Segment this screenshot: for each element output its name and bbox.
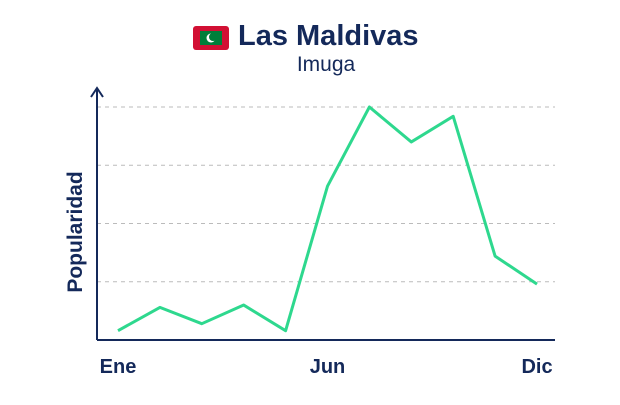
y-axis bbox=[90, 86, 104, 340]
y-axis-label: Popularidad bbox=[64, 171, 87, 292]
chart-title: Las Maldivas bbox=[238, 20, 419, 52]
x-tick-label: Dic bbox=[521, 356, 552, 378]
x-tick-label: Jun bbox=[310, 356, 346, 378]
chart-subtitle: Imuga bbox=[297, 53, 356, 76]
flag-icon bbox=[193, 26, 229, 50]
x-tick-label: Ene bbox=[100, 356, 137, 378]
line-series bbox=[117, 105, 538, 333]
